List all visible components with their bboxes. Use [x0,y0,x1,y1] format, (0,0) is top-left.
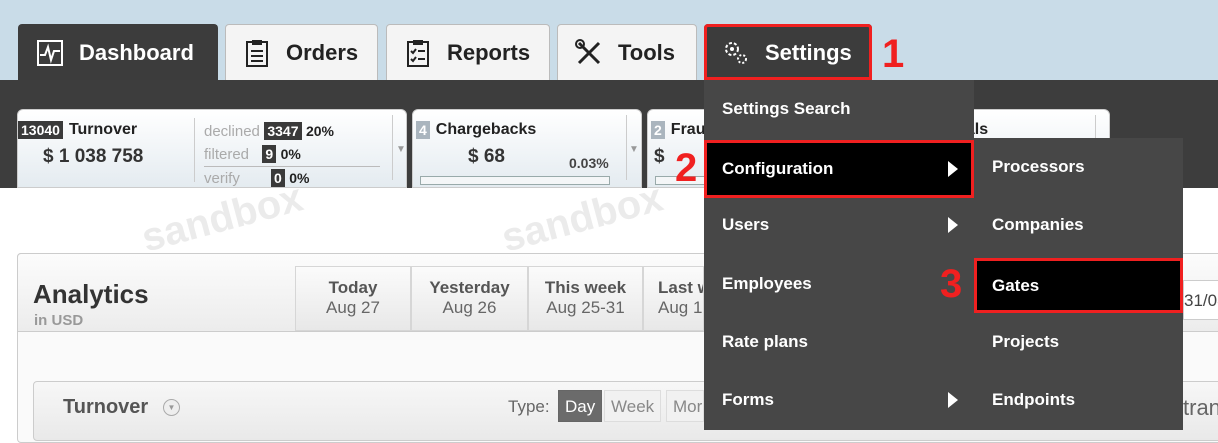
date-last-week-button[interactable]: Last wAug 1 [643,266,704,331]
menu-item-label: Configuration [722,159,834,178]
tab-label: Orders [286,39,359,65]
analytics-currency: in USD [34,312,84,329]
fraud-amount: $ [654,146,665,167]
menu-item-label: Processors [992,157,1085,176]
date-input[interactable]: 31/08 [1183,280,1218,320]
date-range: Aug 26 [442,298,497,317]
chargebacks-count: 4 [416,121,430,139]
submenu-item-gates[interactable]: Gates [974,258,1183,313]
tab-settings[interactable]: Settings [704,24,872,80]
submenu-item-companies[interactable]: Companies [974,196,1183,254]
tab-tools[interactable]: Tools [557,24,697,80]
tab-dashboard[interactable]: Dashboard [18,24,218,80]
date-range: Aug 27 [326,298,380,317]
menu-item-label: Employees [722,274,812,293]
menu-item-label: Gates [992,275,1040,295]
date-label: This week [544,278,627,297]
submenu-arrow-icon [948,392,958,408]
submenu-item-processors[interactable]: Processors [974,138,1183,196]
tab-reports[interactable]: Reports [386,24,550,80]
menu-item-label: Settings Search [722,99,851,118]
turnover-count: 13040 [18,121,63,139]
menu-item-rate-plans[interactable]: Rate plans [704,313,974,371]
tab-label: Reports [447,39,531,65]
submenu-item-endpoints[interactable]: Endpoints [974,371,1183,429]
menu-item-forms[interactable]: Forms [704,371,974,429]
turnover-panel-title: Turnover [63,396,149,418]
annotation-step-1: 1 [882,32,905,76]
menu-item-label: Companies [992,215,1084,234]
date-label: Today [328,278,378,297]
declined-count: 3347 [264,122,302,140]
date-today-button[interactable]: Today Aug 27 [295,266,411,331]
date-label: Yesterday [429,278,510,297]
wrench-screwdriver-icon [575,38,601,64]
menu-item-users[interactable]: Users [704,196,974,254]
annotation-step-2: 2 [675,146,698,190]
type-month-button[interactable]: Mor [666,390,704,422]
declined-pct: 20% [305,123,334,139]
type-week-button[interactable]: Week [604,390,662,422]
chargebacks-card[interactable]: 4 Chargebacks $ 68 0.03% ▼ [412,109,642,188]
configuration-submenu: Processors Companies Gates Projects Endp… [974,138,1183,430]
filtered-count: 9 [262,145,277,163]
menu-item-label: Forms [722,390,774,409]
annotation-step-3: 3 [940,262,963,306]
menu-item-employees[interactable]: Employees [704,255,974,313]
type-day-button[interactable]: Day [558,390,603,422]
chevron-down-icon[interactable]: ▼ [163,399,180,416]
verify-count: 0 [270,169,285,187]
expand-caret-icon[interactable]: ▼ [396,144,406,155]
chargebacks-progress [420,176,610,185]
menu-item-label: Users [722,215,770,234]
filtered-label: filtered [204,146,250,163]
menu-item-label: Projects [992,332,1060,351]
gears-icon [725,41,747,64]
date-label: Last w [658,278,703,297]
transactions-partial: tran [1183,395,1218,420]
date-yesterday-button[interactable]: Yesterday Aug 26 [411,266,528,331]
tab-label: Tools [618,39,676,65]
submenu-arrow-icon [948,161,958,177]
fraud-title: Frau [670,121,706,138]
submenu-arrow-icon [948,217,958,233]
chargebacks-amount: $ 68 [468,146,505,167]
date-range: Aug 1 [658,298,703,317]
menu-item-label: Endpoints [992,390,1076,409]
date-this-week-button[interactable]: This week Aug 25-31 [528,266,643,331]
menu-item-configuration[interactable]: Configuration [704,140,974,198]
tab-label: Settings [765,39,852,65]
type-label: Type: [508,397,550,416]
pulse-chart-icon [37,39,63,66]
chargebacks-title: Chargebacks [435,121,537,138]
chargebacks-pct: 0.03% [569,155,609,171]
verify-label: verify [204,170,240,187]
turnover-amount: $ 1 038 758 [43,146,144,167]
menu-item-label: Rate plans [722,332,808,351]
turnover-title: Turnover [68,121,138,138]
menu-item-settings-search[interactable]: Settings Search [704,80,974,138]
settings-dropdown: Settings Search Configuration Users Empl… [704,80,974,430]
submenu-item-projects[interactable]: Projects [974,313,1183,371]
clipboard-icon [246,39,268,67]
declined-label: declined [204,123,260,140]
verify-pct: 0% [289,170,310,186]
fraud-count: 2 [651,121,665,139]
turnover-card[interactable]: 13040 Turnover $ 1 038 758 declined 3347 … [17,109,407,188]
checklist-icon [407,39,429,67]
filtered-pct: 0% [280,146,301,162]
tab-label: Dashboard [79,39,194,65]
date-range: Aug 25-31 [546,298,625,317]
tab-orders[interactable]: Orders [225,24,378,80]
expand-caret-icon[interactable]: ▼ [629,144,639,155]
analytics-title: Analytics [33,279,149,309]
